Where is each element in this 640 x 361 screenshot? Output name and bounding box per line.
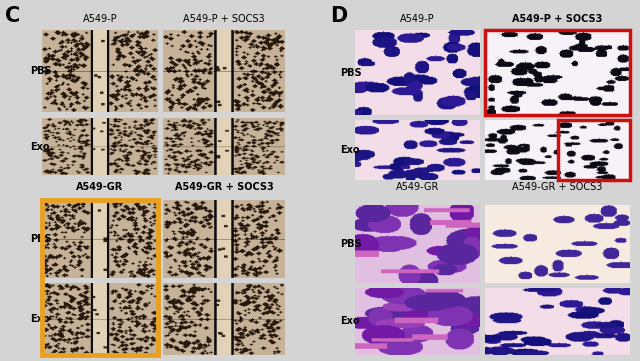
Text: PBS: PBS — [340, 68, 362, 78]
Text: A549-GR: A549-GR — [76, 182, 124, 192]
Text: PBS: PBS — [30, 66, 52, 76]
Text: A549-GR + SOCS3: A549-GR + SOCS3 — [512, 182, 603, 192]
Text: A549-P + SOCS3: A549-P + SOCS3 — [512, 14, 603, 24]
Text: A549-P: A549-P — [83, 14, 117, 24]
Text: Exo: Exo — [340, 317, 360, 326]
Text: PBS: PBS — [30, 234, 52, 244]
Text: D: D — [330, 6, 348, 26]
Text: Exo: Exo — [30, 314, 49, 324]
Text: C: C — [5, 6, 20, 26]
Text: A549-P + SOCS3: A549-P + SOCS3 — [183, 14, 265, 24]
Text: A549-GR + SOCS3: A549-GR + SOCS3 — [175, 182, 273, 192]
Text: Exo: Exo — [340, 145, 360, 155]
Text: A549-P: A549-P — [400, 14, 435, 24]
Text: Exo: Exo — [30, 142, 49, 152]
Text: A549-GR: A549-GR — [396, 182, 439, 192]
Text: PBS: PBS — [340, 239, 362, 249]
